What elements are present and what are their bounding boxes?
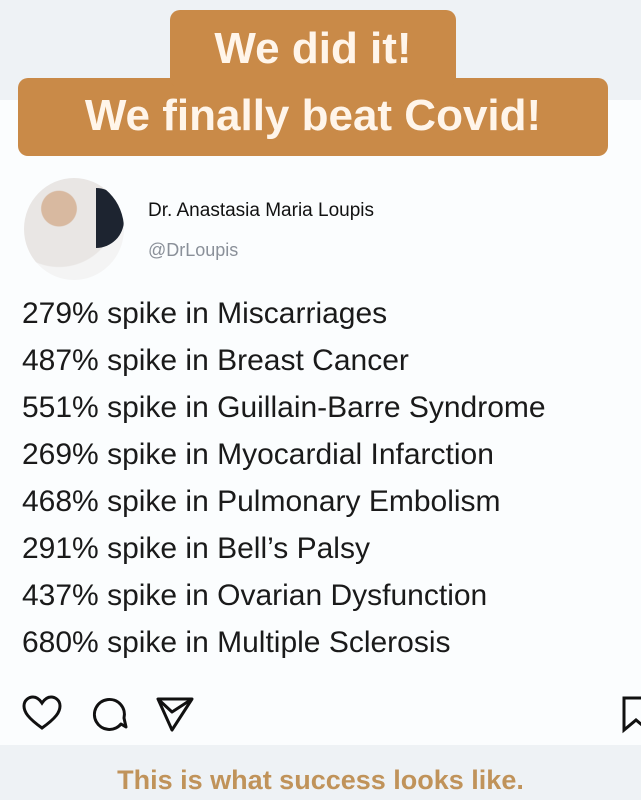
share-icon[interactable] [154, 694, 198, 734]
list-item: 551% spike in Guillain-Barre Syndrome [22, 391, 546, 424]
list-item: 468% spike in Pulmonary Embolism [22, 485, 501, 518]
list-item: 437% spike in Ovarian Dysfunction [22, 579, 488, 612]
banner-line-2: We finally beat Covid! [18, 78, 608, 156]
list-item: 291% spike in Bell’s Palsy [22, 532, 370, 565]
list-item: 487% spike in Breast Cancer [22, 344, 409, 377]
list-item: 269% spike in Myocardial Infarction [22, 438, 494, 471]
banner-line-1: We did it! [170, 10, 456, 88]
list-item: 680% spike in Multiple Sclerosis [22, 626, 451, 659]
avatar[interactable] [24, 178, 124, 280]
bookmark-icon[interactable] [620, 694, 641, 734]
author-handle[interactable]: @DrLoupis [148, 240, 239, 260]
post-text: 279% spike in Miscarriages 487% spike in… [22, 290, 546, 666]
heart-icon[interactable] [20, 694, 64, 734]
caption: This is what success looks like. [117, 765, 524, 795]
author-name[interactable]: Dr. Anastasia Maria Loupis [148, 200, 375, 221]
comment-icon[interactable] [88, 694, 132, 734]
list-item: 279% spike in Miscarriages [22, 297, 388, 330]
